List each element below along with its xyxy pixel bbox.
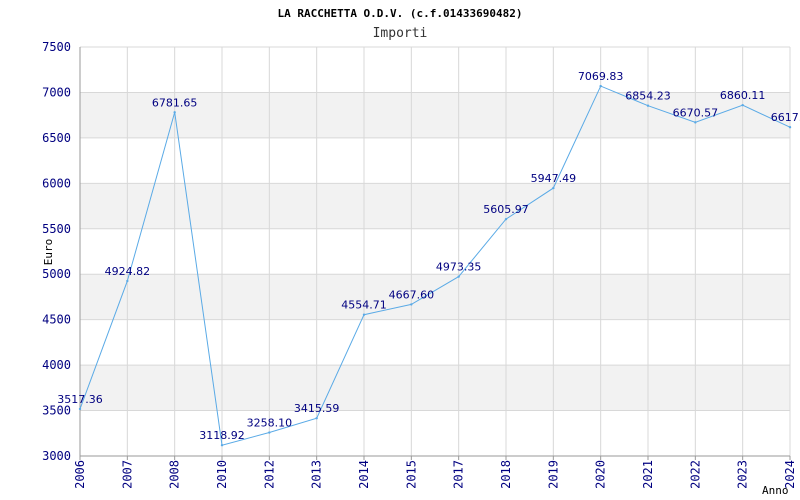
- data-label: 6670.57: [673, 106, 719, 119]
- axes: [79, 47, 791, 460]
- x-axis-label: Anno: [762, 484, 789, 497]
- plot-band: [80, 92, 790, 138]
- y-tick-label: 3500: [42, 404, 71, 418]
- y-tick-label: 4000: [42, 358, 71, 372]
- data-label: 5605.97: [483, 203, 529, 216]
- x-tick-label: 2014: [357, 460, 371, 489]
- x-tick-label: 2024: [783, 460, 797, 489]
- data-label: 5947.49: [531, 172, 577, 185]
- y-tick-label: 7000: [42, 85, 71, 99]
- x-tick-label: 2013: [310, 460, 324, 489]
- data-labels: 3517.36 4924.82 6781.65 3118.923258.103415.…: [57, 70, 800, 442]
- data-label: 6854.23: [625, 90, 671, 103]
- data-point: [173, 111, 176, 114]
- series-line: [78, 84, 792, 447]
- x-tick-label: 2019: [546, 460, 560, 489]
- y-tick-label: 5000: [42, 267, 71, 281]
- x-tick-label: 2007: [120, 460, 134, 489]
- data-point: [410, 303, 413, 306]
- data-point: [552, 186, 555, 190]
- data-point: [646, 104, 650, 107]
- x-tick-label: 2012: [262, 460, 276, 489]
- data-point: [694, 121, 697, 124]
- x-tick-label: 2022: [688, 460, 702, 489]
- x-tick-label: 2018: [499, 460, 513, 489]
- x-tick-label: 2006: [73, 460, 87, 489]
- x-tick-label: 2020: [594, 460, 608, 489]
- data-point: [741, 103, 744, 107]
- data-label: 3118.92: [199, 429, 245, 442]
- series-polyline: [79, 85, 791, 446]
- data-label: 4924.82: [105, 265, 151, 278]
- data-label: 4667.60: [389, 288, 435, 301]
- data-point: [315, 417, 318, 420]
- data-label: 6781.65: [152, 96, 198, 109]
- data-label: 3258.10: [247, 417, 293, 430]
- chart-subtitle: Importi: [373, 26, 428, 41]
- y-tick-label: 6500: [42, 131, 71, 145]
- y-tick-label: 6000: [42, 176, 71, 190]
- y-tick-label: 5500: [42, 222, 71, 236]
- data-point: [788, 126, 792, 129]
- data-label: 4973.35: [436, 261, 482, 274]
- plot-band: [80, 365, 790, 411]
- plot-band: [80, 183, 790, 229]
- data-label: 3517.36: [57, 393, 103, 406]
- data-label: 4554.71: [341, 299, 387, 312]
- data-label: 6617.5: [771, 111, 800, 124]
- data-label: 7069.83: [578, 70, 624, 83]
- data-point: [126, 279, 129, 283]
- data-point: [457, 275, 460, 278]
- y-tick-label: 3000: [42, 449, 71, 463]
- tick-labels: 3000 3500 4000 4500 5000 5500 6000 6500 7000 7500…: [42, 40, 797, 489]
- chart-title: LA RACCHETTA O.D.V. (c.f.01433690482): [277, 7, 522, 20]
- y-axis-label: Euro: [42, 239, 55, 266]
- y-tick-label: 4500: [42, 313, 71, 327]
- plot-band: [80, 274, 790, 320]
- x-tick-label: 2023: [736, 460, 750, 489]
- data-point: [362, 313, 366, 316]
- x-tick-label: 2010: [215, 460, 229, 489]
- data-point: [220, 443, 224, 447]
- data-point: [268, 431, 271, 434]
- data-point: [599, 84, 602, 88]
- data-point: [78, 407, 82, 411]
- x-tick-label: 2008: [168, 460, 182, 489]
- data-label: 6860.11: [720, 89, 766, 102]
- plot-bands: [80, 92, 790, 411]
- y-tick-label: 7500: [42, 40, 71, 54]
- x-tick-label: 2021: [641, 460, 655, 489]
- data-label: 3415.59: [294, 402, 340, 415]
- x-tick-label: 2015: [404, 460, 418, 489]
- x-tick-label: 2017: [452, 460, 466, 489]
- data-point: [504, 217, 508, 221]
